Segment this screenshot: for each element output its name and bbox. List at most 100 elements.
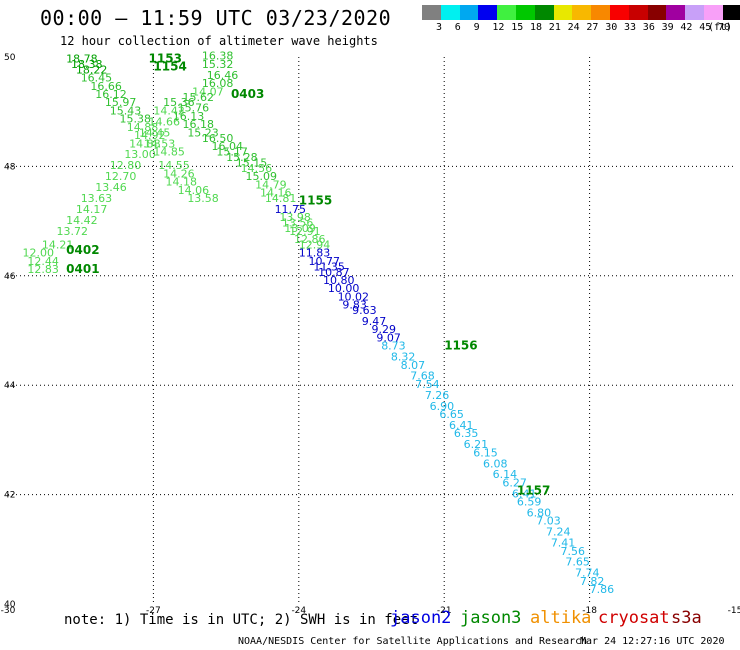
data-point-label: 15.15 bbox=[236, 156, 268, 169]
legend-label: 24 bbox=[567, 22, 580, 33]
data-point-label: 14.07 bbox=[192, 85, 224, 98]
credit-text: NOAA/NESDIS Center for Satellite Applica… bbox=[238, 636, 588, 647]
y-tick-label: 46 bbox=[4, 272, 16, 282]
data-point-label: 10.77 bbox=[308, 255, 340, 268]
data-point-label: 16.13 bbox=[173, 110, 205, 123]
data-point-label: 18.38 bbox=[71, 58, 103, 71]
data-point-label: 6.41 bbox=[449, 419, 474, 432]
data-point-label: 7.68 bbox=[410, 370, 435, 383]
data-point-label: 16.04 bbox=[212, 140, 244, 153]
track-id-label: 1153 bbox=[149, 51, 182, 65]
chart-title: 00:00 – 11:59 UTC 03/23/2020 bbox=[40, 6, 392, 30]
legend-swatch bbox=[722, 5, 740, 20]
data-point-label: 6.14 bbox=[493, 468, 517, 481]
timestamp-text: Mar 24 12:27:16 UTC 2020 bbox=[580, 636, 725, 647]
data-point-label: 10.02 bbox=[338, 290, 370, 303]
data-point-label: 11.75 bbox=[275, 203, 307, 216]
data-point-label: 13.72 bbox=[56, 225, 88, 238]
data-point-label: 12.44 bbox=[27, 255, 58, 268]
legend-swatch bbox=[459, 5, 479, 20]
data-point-label: 14.88 bbox=[127, 121, 159, 134]
data-point-label: 9.83 bbox=[342, 299, 367, 312]
data-point-label: 16.45 bbox=[81, 72, 113, 85]
track-id-label: 0403 bbox=[231, 87, 264, 101]
data-point-label: 18.78 bbox=[66, 52, 98, 65]
legend-swatch bbox=[591, 5, 610, 20]
satellite-legend-item: jason2 bbox=[390, 608, 452, 628]
y-tick-label: 42 bbox=[4, 491, 15, 501]
satellite-legend-item: cryosat bbox=[598, 608, 670, 628]
data-point-label: 7.41 bbox=[551, 537, 576, 550]
data-point-label: 10.00 bbox=[328, 282, 360, 295]
data-point-label: 14.55 bbox=[158, 159, 190, 172]
legend-swatch bbox=[703, 5, 723, 20]
data-point-label: 7.26 bbox=[425, 389, 450, 402]
y-tick-label: 48 bbox=[4, 162, 16, 172]
data-point-label: 14.26 bbox=[163, 167, 195, 180]
data-point-label: 6.21 bbox=[464, 438, 489, 451]
data-point-label: 18.22 bbox=[76, 63, 108, 76]
satellite-legend-item: jason3 bbox=[460, 608, 522, 628]
legend-label: 33 bbox=[624, 22, 637, 33]
data-point-label: 11.83 bbox=[299, 247, 331, 260]
data-point-label: 12.86 bbox=[294, 233, 326, 246]
data-point-label: 6.15 bbox=[473, 446, 498, 459]
legend-swatch bbox=[440, 5, 460, 20]
data-point-label: 14.66 bbox=[149, 115, 181, 128]
data-point-label: 16.12 bbox=[95, 88, 127, 101]
data-point-label: 15.36 bbox=[163, 96, 195, 109]
track-id-label: 0401 bbox=[66, 262, 99, 276]
x-tick-label: -15 bbox=[728, 606, 740, 616]
data-point-label: 15.09 bbox=[245, 170, 277, 183]
data-point-label: 8.32 bbox=[391, 351, 416, 364]
data-point-label: 9.07 bbox=[376, 331, 401, 344]
data-point-label: 9.29 bbox=[372, 323, 397, 336]
data-point-label: 14.56 bbox=[241, 162, 273, 175]
data-point-label: 12.70 bbox=[105, 170, 137, 183]
data-point-label: 7.24 bbox=[546, 526, 571, 539]
x-tick-label: -27 bbox=[146, 606, 161, 616]
data-point-label: 7.74 bbox=[575, 567, 600, 580]
data-point-label: 11.35 bbox=[313, 260, 345, 273]
data-point-label: 6.35 bbox=[454, 427, 479, 440]
legend-label: 3 bbox=[436, 22, 443, 33]
data-point-label: 6.27 bbox=[502, 476, 527, 489]
legend-swatch bbox=[534, 5, 554, 20]
data-point-label: 14.06 bbox=[178, 184, 210, 197]
data-point-label: 6.80 bbox=[527, 506, 552, 519]
data-point-label: 12.83 bbox=[27, 263, 58, 276]
chart-subtitle: 12 hour collection of altimeter wave hei… bbox=[60, 34, 378, 48]
legend-swatch bbox=[666, 5, 686, 20]
data-point-label: 10.87 bbox=[318, 266, 350, 279]
legend-swatch bbox=[572, 5, 592, 20]
track-id-label: 0402 bbox=[66, 243, 99, 257]
data-point-label: 6.08 bbox=[483, 457, 508, 470]
data-point-label: 15.97 bbox=[105, 96, 137, 109]
track-id-label: 1155 bbox=[299, 194, 332, 208]
legend-swatch bbox=[647, 5, 667, 20]
data-point-label: 13.09 bbox=[284, 222, 316, 235]
data-point-label: 7.56 bbox=[561, 545, 586, 558]
data-point-label: 8.07 bbox=[401, 359, 426, 372]
x-tick-label: -24 bbox=[291, 606, 306, 616]
satellite-legend-item: s3a bbox=[671, 608, 702, 628]
data-point-label: 14.16 bbox=[260, 186, 292, 199]
legend-swatch bbox=[478, 5, 498, 20]
data-point-label: 13.46 bbox=[95, 181, 127, 194]
track-id-label: 1154 bbox=[153, 60, 186, 74]
data-point-label: 14.88 bbox=[129, 137, 161, 150]
data-point-label: 16.66 bbox=[90, 80, 122, 93]
data-point-label: 14.79 bbox=[255, 178, 287, 191]
data-point-label: 14.45 bbox=[139, 126, 171, 139]
data-point-label: 13.63 bbox=[81, 192, 113, 205]
data-point-label: 16.46 bbox=[207, 69, 239, 82]
data-point-label: 14.18 bbox=[166, 176, 198, 189]
x-tick-label: -18 bbox=[582, 606, 597, 616]
x-tick-label: -30 bbox=[1, 606, 16, 616]
data-point-label: 7.65 bbox=[565, 556, 590, 569]
data-point-label: 14.42 bbox=[153, 104, 185, 117]
legend-label: 45 bbox=[699, 22, 712, 33]
data-point-label: 12.91 bbox=[289, 225, 321, 238]
data-point-label: 14.92 bbox=[134, 129, 166, 142]
